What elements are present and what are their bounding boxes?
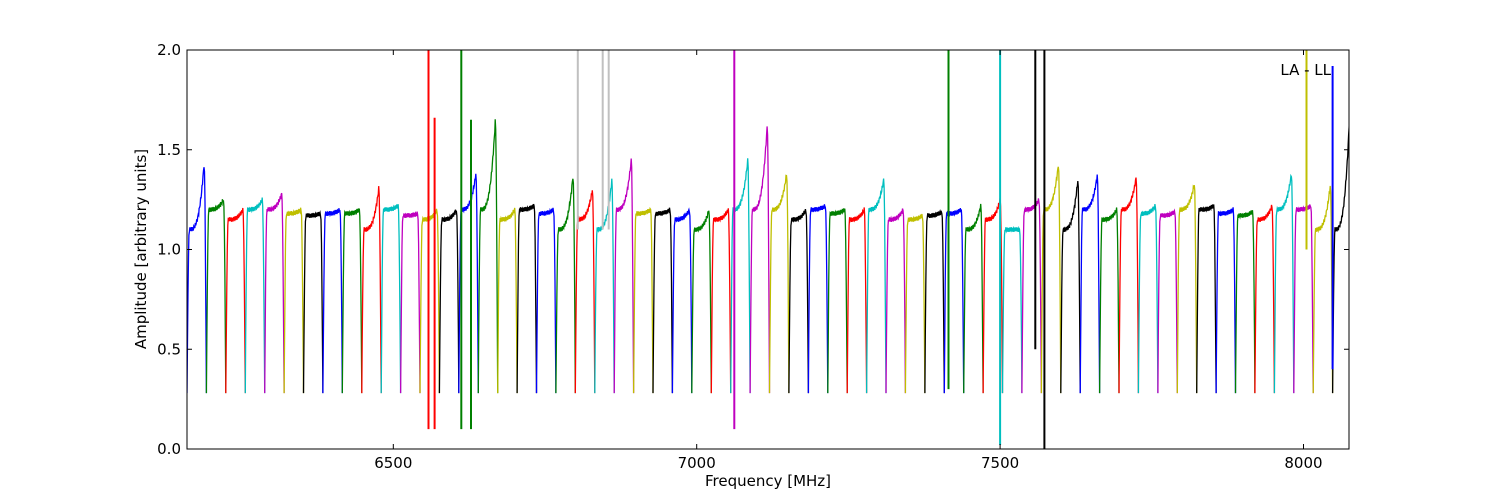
y-tick-label: 1.5 — [157, 141, 181, 159]
series-line — [535, 207, 557, 394]
series-line — [419, 208, 441, 394]
series-layer — [187, 111, 1349, 394]
x-tick-label: 7500 — [981, 454, 1019, 472]
series-line — [341, 208, 363, 394]
series-line — [1137, 203, 1159, 394]
series-line — [361, 186, 382, 394]
series-line — [963, 203, 984, 394]
series-line — [1312, 185, 1334, 394]
series-line — [613, 158, 635, 394]
series-line — [516, 203, 538, 394]
series-line — [187, 167, 208, 394]
series-line — [244, 197, 266, 394]
series-line — [865, 178, 887, 394]
spike-layer — [427, 50, 1334, 449]
series-line — [1021, 198, 1043, 394]
series-line — [1060, 180, 1081, 394]
series-line — [768, 174, 790, 394]
series-line — [497, 207, 518, 394]
series-line — [807, 204, 829, 394]
series-line — [846, 207, 868, 394]
series-line — [477, 119, 499, 394]
series-line — [1157, 208, 1178, 394]
y-tick-label: 2.0 — [157, 41, 181, 59]
series-line — [1196, 204, 1217, 394]
x-tick-label: 7000 — [678, 454, 716, 472]
series-line — [885, 208, 907, 394]
series-line — [1079, 174, 1101, 394]
series-line — [1234, 210, 1256, 394]
y-axis-label: Amplitude [arbitrary units] — [132, 149, 150, 349]
series-line — [264, 192, 285, 394]
x-tick-label: 6500 — [374, 454, 412, 472]
x-tick-label: 8000 — [1284, 454, 1322, 472]
series-line — [1098, 207, 1120, 394]
series-line — [652, 207, 674, 394]
x-axis-label: Frequency [MHz] — [705, 472, 831, 490]
y-tick-label: 1.0 — [157, 241, 181, 259]
series-line — [1215, 207, 1237, 394]
series-line — [594, 178, 615, 394]
series-line — [555, 178, 576, 394]
series-line — [1001, 225, 1023, 394]
series-line — [904, 213, 926, 394]
series-line — [438, 209, 460, 394]
series-line — [322, 208, 343, 394]
series-line — [302, 210, 324, 394]
series-line — [827, 208, 848, 394]
series-line — [710, 208, 732, 394]
series-line — [1273, 173, 1295, 394]
series-line — [788, 208, 810, 394]
series-line — [283, 207, 305, 394]
series-line — [225, 207, 246, 394]
series-line — [671, 207, 693, 394]
series-line — [1293, 204, 1314, 394]
series-line — [632, 206, 654, 394]
series-line — [380, 204, 402, 394]
series-line — [691, 210, 712, 394]
series-line — [1254, 204, 1276, 394]
series-line — [399, 211, 421, 394]
series-line — [749, 126, 771, 394]
y-tick-label: 0.0 — [157, 440, 181, 458]
chart-annotation: LA - LL — [1280, 61, 1331, 79]
series-line — [1176, 184, 1198, 394]
series-line — [1118, 177, 1140, 394]
y-tick-label: 0.5 — [157, 340, 181, 358]
series-line — [205, 199, 227, 394]
tick-layer: 6500 7000 7500 8000 0.0 0.5 1.0 1.5 2.0 — [157, 41, 1349, 472]
series-line — [924, 209, 945, 394]
